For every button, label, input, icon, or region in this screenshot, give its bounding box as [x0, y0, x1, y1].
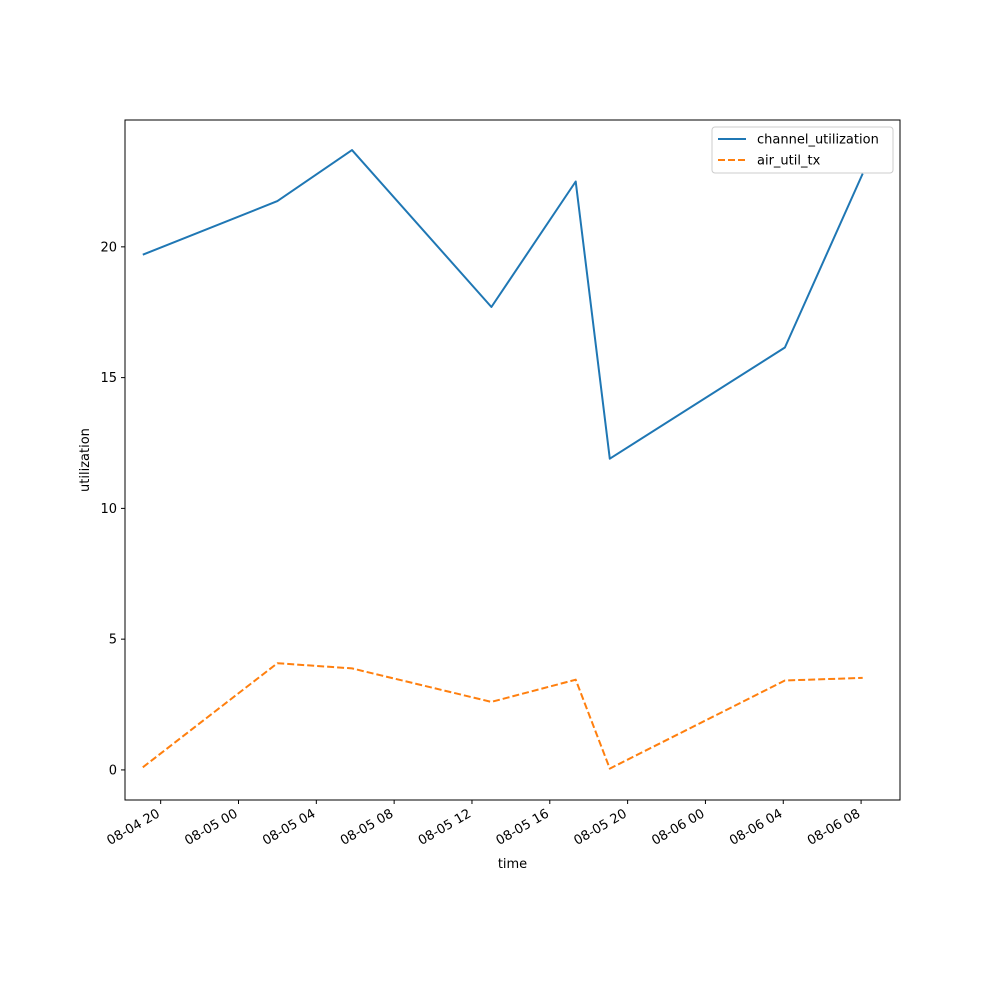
series-line-air-util-tx [142, 662, 863, 770]
legend-box [711, 126, 894, 174]
x-axis-title: time [498, 857, 527, 872]
series-line-channel-utilization [142, 149, 864, 460]
y-axis-title: utilization [78, 428, 93, 492]
y-axis: 0 5 10 15 20 [100, 240, 125, 778]
plot-frame [124, 119, 901, 801]
legend-label: air_util_tx [757, 154, 821, 169]
legend: channel_utilization air_util_tx [711, 126, 894, 174]
y-tick-label: 10 [100, 502, 117, 517]
y-tick-label: 5 [109, 633, 117, 648]
legend-label: channel_utilization [757, 133, 879, 148]
y-tick-label: 15 [100, 371, 117, 386]
y-tick-label: 20 [100, 240, 117, 255]
series-layer [142, 149, 864, 770]
y-tick-label: 0 [109, 763, 117, 778]
